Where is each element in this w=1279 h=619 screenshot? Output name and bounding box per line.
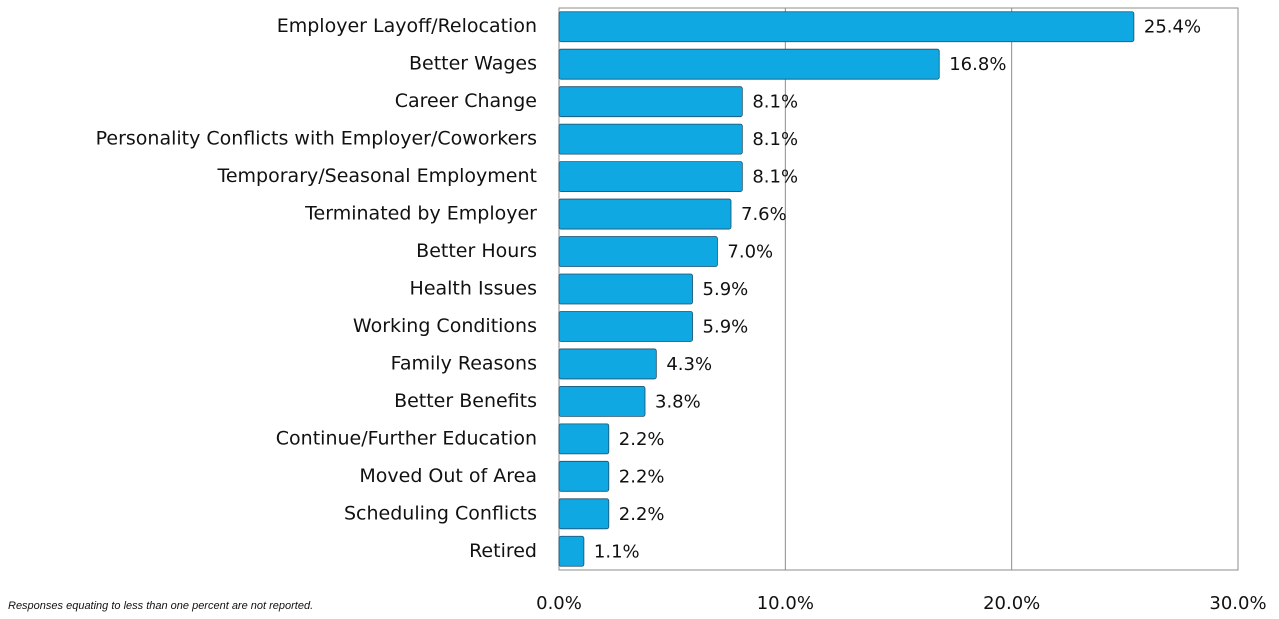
x-tick-label: 0.0% [536, 593, 582, 614]
data-label: 4.3% [666, 354, 712, 375]
data-label: 7.0% [727, 242, 773, 263]
bar [558, 48, 940, 80]
data-label: 8.1% [752, 129, 798, 150]
bar [558, 273, 693, 305]
y-tick-label: Career Change [395, 90, 537, 112]
y-tick-label: Terminated by Employer [304, 203, 537, 225]
y-tick-label: Working Conditions [353, 315, 537, 337]
y-tick-label: Scheduling Conflicts [344, 502, 537, 524]
bar [558, 423, 610, 455]
bar [558, 311, 693, 342]
bar [558, 161, 743, 193]
bar [558, 86, 743, 118]
y-tick-label: Personality Conflicts with Employer/Cowo… [96, 128, 537, 150]
y-tick-label: Health Issues [410, 278, 537, 300]
data-label: 3.8% [655, 391, 701, 412]
bar [558, 123, 743, 155]
data-label: 2.2% [619, 504, 665, 525]
bar [558, 460, 610, 492]
y-tick-label: Moved Out of Area [359, 465, 537, 487]
bar [558, 348, 657, 380]
bar [558, 498, 610, 530]
data-label: 2.2% [619, 466, 665, 487]
data-label: 7.6% [741, 204, 787, 225]
bar [558, 11, 1135, 43]
y-tick-label: Better Wages [409, 53, 537, 75]
bar [558, 535, 585, 567]
data-label: 8.1% [752, 167, 798, 188]
y-tick-label: Family Reasons [391, 352, 537, 374]
y-tick-label: Temporary/Seasonal Employment [216, 165, 537, 187]
y-tick-label: Better Benefits [394, 390, 537, 412]
y-tick-label: Employer Layoff/Relocation [277, 15, 537, 37]
y-tick-label: Continue/Further Education [276, 427, 537, 449]
bar [558, 236, 718, 267]
data-label: 2.2% [619, 429, 665, 450]
x-tick-label: 30.0% [1209, 593, 1266, 614]
x-tick-label: 20.0% [983, 593, 1040, 614]
y-tick-label: Better Hours [416, 240, 537, 262]
footnote: Responses equating to less than one perc… [8, 600, 313, 612]
y-tick-label: Retired [469, 540, 537, 562]
data-label: 5.9% [703, 316, 749, 337]
data-label: 5.9% [703, 279, 749, 300]
bar [558, 385, 646, 417]
data-label: 1.1% [594, 541, 640, 562]
data-label: 16.8% [949, 54, 1006, 75]
data-label: 8.1% [752, 92, 798, 113]
data-label: 25.4% [1144, 17, 1201, 38]
bar [558, 198, 732, 230]
x-tick-label: 10.0% [757, 593, 814, 614]
